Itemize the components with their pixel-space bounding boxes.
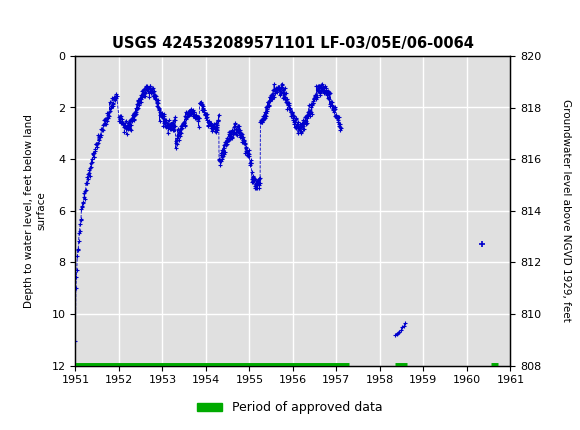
Y-axis label: Groundwater level above NGVD 1929, feet: Groundwater level above NGVD 1929, feet xyxy=(561,99,571,322)
Legend: Period of approved data: Period of approved data xyxy=(192,396,388,419)
Title: USGS 424532089571101 LF-03/05E/06-0064: USGS 424532089571101 LF-03/05E/06-0064 xyxy=(112,36,474,51)
Y-axis label: Depth to water level, feet below land
surface: Depth to water level, feet below land su… xyxy=(24,114,46,307)
Text: ≡ USGS: ≡ USGS xyxy=(3,14,68,31)
